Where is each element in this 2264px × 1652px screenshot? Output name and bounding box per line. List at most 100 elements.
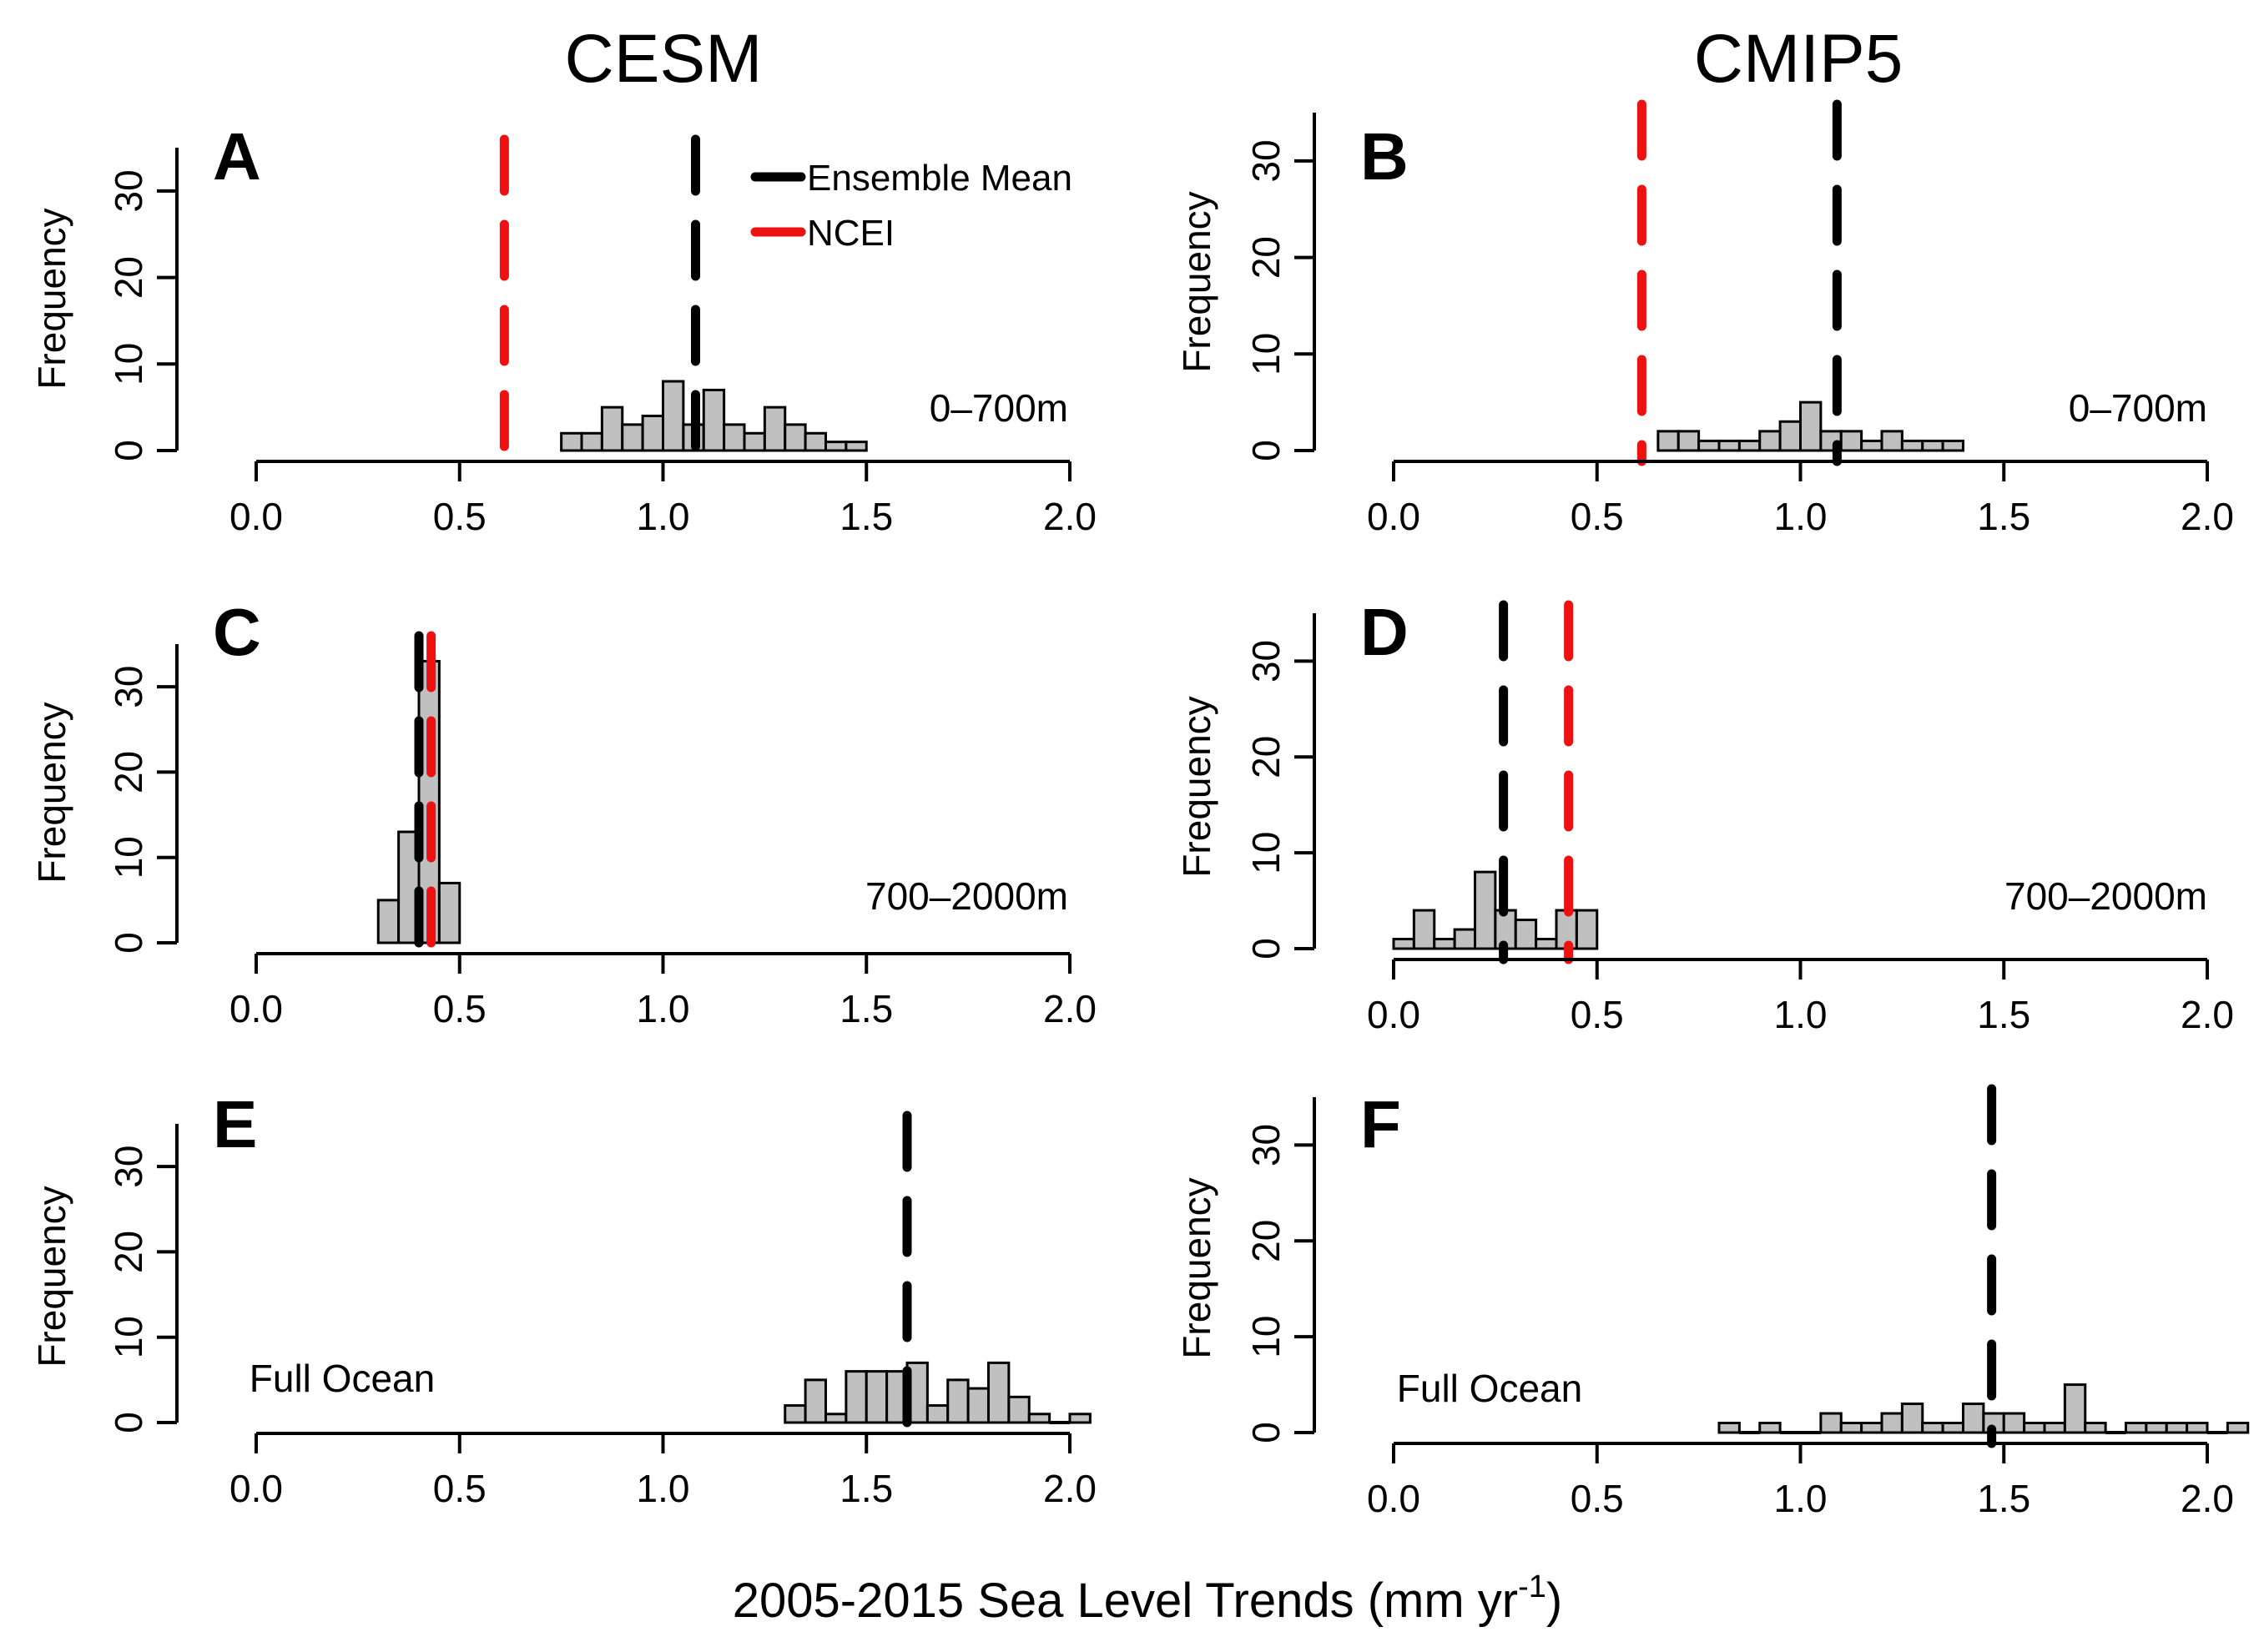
x-tick-label: 1.0	[1774, 1477, 1828, 1520]
histogram-bar	[600, 405, 624, 452]
depth-label: 700–2000m	[2004, 874, 2207, 918]
panel-letter: E	[213, 1087, 257, 1161]
x-tick-label: 1.0	[1774, 993, 1828, 1036]
panel-f: 0.0 0.5 1.0 1.5 2.0 0 10 20 30 Frequency F Full Oce…	[1175, 1084, 2250, 1520]
histogram-bar	[1677, 430, 1701, 452]
y-tick-label: 10	[107, 836, 150, 879]
x-tick-label: 0.0	[229, 1467, 283, 1510]
histogram-bar	[845, 1370, 868, 1424]
histogram-bar	[1433, 938, 1456, 950]
histogram-bar	[2002, 1412, 2026, 1434]
histogram-bar	[1839, 1422, 1863, 1434]
histogram-bar	[702, 388, 726, 452]
y-tick-label: 30	[1244, 1124, 1288, 1166]
column-title-cmip5: CMIP5	[1694, 21, 1903, 97]
histogram-bar	[1514, 919, 1538, 950]
panel-b: 0.0 0.5 1.0 1.5 2.0 0 10 20 30 Frequency B 0–700m	[1175, 99, 2234, 538]
histogram-bar	[1068, 1413, 1092, 1424]
histogram-bar	[2165, 1422, 2189, 1434]
y-tick-label: 20	[1244, 236, 1288, 279]
panel-letter: F	[1360, 1087, 1401, 1161]
histogram-bar	[723, 423, 746, 452]
column-title-cesm: CESM	[565, 21, 763, 97]
x-tick-label: 0.5	[433, 495, 487, 538]
depth-label: 700–2000m	[865, 874, 1068, 918]
y-axis-label: Frequency	[1175, 1177, 1218, 1358]
y-tick-label: 10	[1244, 832, 1288, 874]
histogram-bar	[1799, 400, 1823, 452]
panel-letter: D	[1360, 595, 1409, 669]
x-tick-label: 2.0	[2181, 495, 2234, 538]
x-tick-label: 0.0	[1367, 495, 1420, 538]
x-tick-label: 1.5	[840, 987, 893, 1030]
x-tick-label: 1.0	[637, 1467, 690, 1510]
histogram-bar	[1941, 439, 1964, 452]
histogram-bar	[621, 423, 644, 452]
xlabel-main: 2005-2015 Sea Level Trends (mm yr	[733, 1574, 1518, 1628]
histogram-bar	[1860, 1422, 1883, 1434]
histogram-bar	[2063, 1383, 2087, 1434]
y-axis-label: Frequency	[30, 702, 73, 883]
x-tick-label: 0.5	[433, 987, 487, 1030]
x-tick-label: 0.0	[1367, 1477, 1420, 1520]
histogram-bar	[2145, 1422, 2168, 1434]
histogram-bar	[804, 1378, 827, 1424]
panels: 0.0 0.5 1.0 1.5 2.0 0 10 20 30 Frequency A 0–700m En…	[30, 99, 2250, 1520]
histogram-bar	[376, 899, 401, 944]
histogram-bar	[1717, 1422, 1741, 1434]
y-tick-label: 30	[1244, 640, 1288, 682]
histogram-bar	[1737, 439, 1762, 452]
histogram-bar	[946, 1378, 970, 1424]
panel-c: 0.0 0.5 1.0 1.5 2.0 0 10 20 30 Frequency C 700–2000…	[30, 595, 1097, 1030]
x-tick-label: 0.0	[229, 987, 283, 1030]
x-tick-label: 0.0	[1367, 993, 1420, 1036]
histogram-bar	[1758, 430, 1782, 452]
histogram-bar	[1819, 1412, 1843, 1434]
histogram-bar	[1839, 430, 1863, 452]
y-tick-label: 30	[107, 169, 150, 212]
histogram-bar	[641, 415, 664, 452]
x-tick-label: 2.0	[1043, 495, 1097, 538]
x-tick-label: 1.5	[1977, 993, 2030, 1036]
x-tick-label: 0.5	[433, 1467, 487, 1510]
histogram-bar	[1717, 439, 1741, 452]
y-axis-label: Frequency	[30, 1186, 73, 1367]
panel-a: 0.0 0.5 1.0 1.5 2.0 0 10 20 30 Frequency A 0–700m En…	[30, 119, 1097, 538]
histogram-bar	[560, 431, 583, 452]
x-tick-label: 0.0	[229, 495, 283, 538]
depth-label: Full Ocean	[250, 1357, 435, 1400]
y-tick-label: 20	[107, 1231, 150, 1273]
x-tick-label: 0.5	[1571, 495, 1624, 538]
y-tick-label: 0	[107, 440, 150, 461]
histogram-bar	[763, 405, 787, 452]
figure-xlabel: 2005-2015 Sea Level Trends (mm yr-1)	[733, 1569, 1563, 1628]
histogram-bar	[743, 431, 766, 452]
histogram-bar	[2023, 1422, 2046, 1434]
y-tick-label: 0	[1244, 440, 1288, 461]
y-tick-label: 20	[1244, 736, 1288, 778]
x-tick-label: 1.5	[840, 495, 893, 538]
y-tick-label: 10	[107, 1316, 150, 1358]
histogram-bar	[1697, 439, 1721, 452]
x-tick-label: 1.5	[840, 1467, 893, 1510]
histogram-bar	[2125, 1422, 2148, 1434]
histogram-bar	[824, 1413, 848, 1424]
y-tick-label: 30	[107, 1146, 150, 1188]
y-tick-label: 10	[1244, 1316, 1288, 1358]
histogram-bar	[824, 441, 848, 452]
histogram-bar	[1656, 430, 1680, 452]
y-tick-label: 20	[107, 256, 150, 299]
y-axis-label: Frequency	[1175, 191, 1218, 372]
histogram-bar	[1962, 1403, 1985, 1434]
y-tick-label: 30	[1244, 139, 1288, 182]
histogram-bar	[2226, 1422, 2250, 1434]
panel-letter: B	[1360, 119, 1409, 194]
xlabel-superscript: -1	[1518, 1569, 1546, 1604]
histogram-bar	[1880, 1412, 1903, 1434]
panel-letter: C	[213, 595, 261, 669]
histogram-bar	[1575, 909, 1599, 950]
histogram-bar	[1535, 938, 1558, 950]
histogram-bar	[1474, 870, 1497, 950]
x-tick-label: 1.5	[1977, 495, 2030, 538]
depth-label: 0–700m	[2069, 386, 2207, 430]
